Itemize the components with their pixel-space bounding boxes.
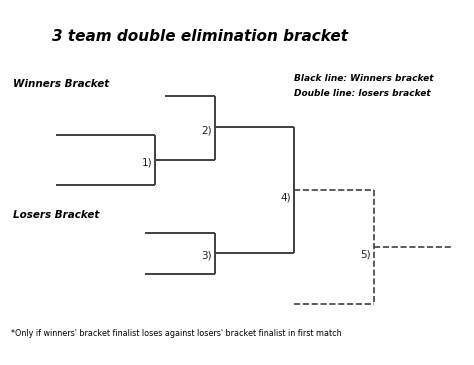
Text: Winners Bracket: Winners Bracket (13, 79, 109, 89)
Text: 3): 3) (201, 250, 212, 261)
Text: 2): 2) (201, 126, 212, 135)
Text: Losers Bracket: Losers Bracket (13, 210, 100, 220)
Text: Black line: Winners bracket: Black line: Winners bracket (294, 74, 434, 83)
Text: Double line: losers bracket: Double line: losers bracket (294, 89, 431, 98)
Text: *Only if winners' bracket finalist loses against losers' bracket finalist in fir: *Only if winners' bracket finalist loses… (11, 329, 342, 338)
Text: 4): 4) (281, 192, 291, 203)
Text: 1): 1) (142, 157, 152, 167)
Text: 5): 5) (360, 249, 371, 259)
Text: 3 team double elimination bracket: 3 team double elimination bracket (52, 29, 348, 44)
